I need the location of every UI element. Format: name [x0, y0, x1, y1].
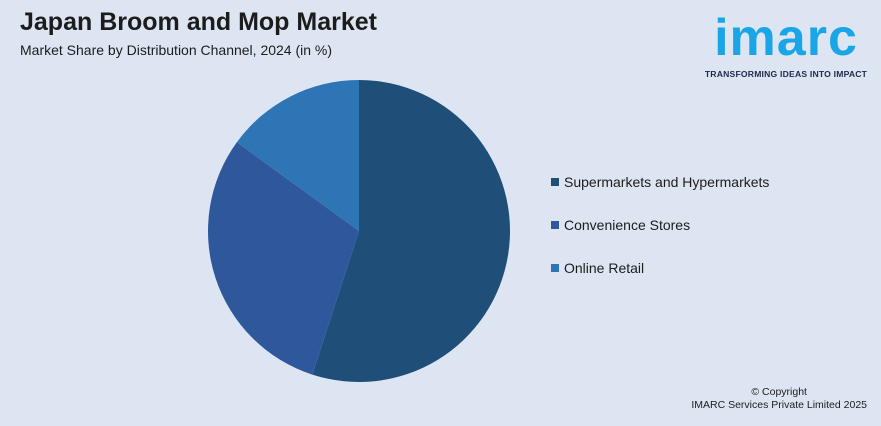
legend-swatch — [551, 264, 559, 272]
copyright-company: IMARC Services Private Limited 2025 — [691, 399, 867, 411]
legend-item-online: Online Retail — [551, 258, 769, 278]
legend-label: Online Retail — [564, 260, 645, 276]
legend-item-supermarkets: Supermarkets and Hypermarkets — [551, 172, 769, 192]
pie-slice-supermarkets-and-hypermarkets — [312, 80, 511, 383]
pie-slice-convenience-stores — [207, 142, 359, 375]
pie-slice-online-retail — [236, 80, 359, 231]
logo-wordmark: imarc — [714, 9, 858, 67]
logo-tagline: TRANSFORMING IDEAS INTO IMPACT — [704, 69, 868, 79]
imarc-logo: imarc TRANSFORMING IDEAS INTO IMPACT — [700, 8, 872, 88]
chart-subtitle: Market Share by Distribution Channel, 20… — [20, 42, 333, 58]
legend-item-convenience: Convenience Stores — [551, 215, 769, 235]
legend-swatch — [551, 221, 559, 229]
legend-label: Supermarkets and Hypermarkets — [564, 174, 770, 190]
legend-swatch — [551, 178, 559, 186]
legend-label: Convenience Stores — [564, 217, 691, 233]
copyright-line: © Copyright — [751, 386, 807, 398]
chart-legend: Supermarkets and Hypermarkets Convenienc… — [551, 172, 769, 301]
copyright-notice: © Copyright IMARC Services Private Limit… — [691, 386, 867, 412]
chart-title: Japan Broom and Mop Market — [20, 8, 377, 36]
